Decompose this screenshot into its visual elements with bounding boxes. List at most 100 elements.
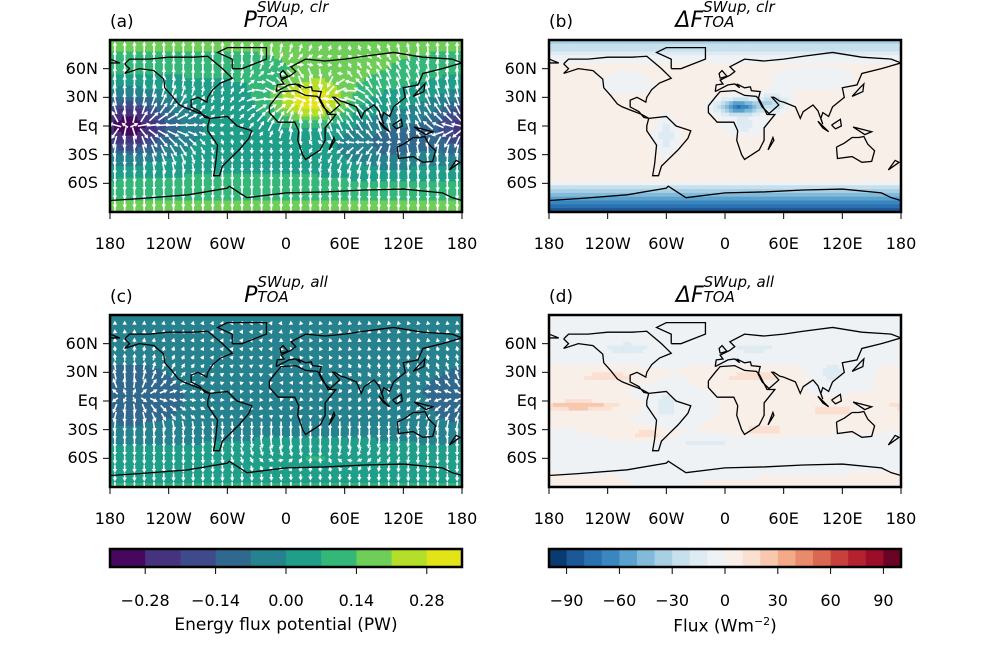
arrow <box>170 153 176 164</box>
arrow <box>347 80 355 85</box>
arrow <box>318 130 323 141</box>
arrow <box>348 170 352 180</box>
arrow <box>376 78 383 89</box>
arrow <box>387 145 391 154</box>
arrow <box>387 438 391 446</box>
arrow <box>179 144 186 155</box>
arrow <box>355 96 366 104</box>
arrow <box>123 380 127 389</box>
lon-tick-label: 120E <box>822 234 863 253</box>
title-superscript: SWup, all <box>257 273 328 291</box>
arrow <box>148 113 158 122</box>
colorbar-tick-label: −0.28 <box>120 591 170 610</box>
arrow <box>132 380 136 389</box>
arrow <box>406 152 410 164</box>
arrow <box>250 437 253 446</box>
arrow <box>347 146 354 153</box>
arrow <box>455 380 461 388</box>
arrow <box>377 63 383 70</box>
arrow <box>147 123 158 127</box>
arrow <box>269 436 273 447</box>
arrow <box>172 171 175 180</box>
colorbar-tick-label: 0.00 <box>268 591 304 610</box>
arrow <box>377 170 381 181</box>
arrow <box>328 162 333 171</box>
arrow <box>286 85 294 94</box>
arrow <box>249 447 253 454</box>
arrow <box>386 70 392 80</box>
arrow <box>416 170 420 181</box>
title-superscript: SWup, all <box>703 273 775 291</box>
arrow <box>357 170 362 181</box>
arrow <box>455 412 460 420</box>
lon-tick-label: 0 <box>719 509 731 528</box>
lon-tick-label: 60W <box>209 509 246 528</box>
arrow <box>357 71 363 79</box>
arrow <box>436 62 440 71</box>
arrow <box>131 127 137 138</box>
arrow <box>446 152 449 163</box>
arrow <box>288 446 293 454</box>
arrow <box>182 171 185 179</box>
arrow <box>113 428 117 438</box>
map-panel-d: (d) ΔF SWup, all TOA 180 120W 60W 0 60E 120E 180 6… <box>505 275 917 529</box>
arrow <box>188 105 196 113</box>
arrow <box>172 429 175 437</box>
label-text: Flux (Wm <box>673 616 754 637</box>
lon-tick-label: 180 <box>94 234 126 253</box>
coastlines <box>549 46 901 202</box>
arrow <box>376 87 383 97</box>
title-superscript: SWup, clr <box>703 0 775 16</box>
arrow <box>366 131 374 139</box>
lat-tick-label: 30N <box>65 87 98 107</box>
colorbar-bin <box>566 549 585 567</box>
arrow <box>397 96 401 106</box>
lon-tick-label: 180 <box>446 234 478 253</box>
arrow <box>436 144 440 155</box>
arrow <box>172 71 175 79</box>
arrow <box>446 62 449 71</box>
arrow <box>367 446 372 454</box>
lat-tick-label: Eq <box>516 391 537 410</box>
arrow <box>445 412 451 419</box>
arrow <box>113 403 118 411</box>
arrow <box>188 114 196 120</box>
arrow <box>397 121 401 132</box>
arrow <box>337 130 345 140</box>
arrow <box>150 380 156 388</box>
arrow <box>446 70 449 80</box>
panel-title: ΔF SWup, all TOA <box>549 273 901 309</box>
arrow <box>260 437 263 446</box>
arrow <box>356 79 364 87</box>
arrow <box>133 371 136 380</box>
arrow <box>357 146 364 154</box>
arrow <box>230 438 234 445</box>
arrow <box>346 104 355 113</box>
arrow <box>397 45 401 53</box>
arrow <box>426 420 430 428</box>
arrow <box>425 104 432 114</box>
arrow <box>112 127 120 137</box>
arrow <box>123 371 126 380</box>
arrow <box>443 123 454 128</box>
arrow <box>436 429 439 437</box>
arrow <box>255 97 266 101</box>
arrow <box>327 85 335 94</box>
flux-vector-arrows <box>110 41 462 212</box>
lat-tick-label: 30N <box>504 362 537 382</box>
lon-tick-label: 60W <box>648 234 685 253</box>
arrow <box>284 97 295 101</box>
arrow <box>367 437 371 446</box>
colorbar-bin <box>215 549 252 567</box>
arrow <box>357 161 362 172</box>
lon-tick-label: 0 <box>719 234 731 253</box>
colorbar-bin <box>356 549 393 567</box>
colorbar-flux: −90 −60 −30 0 30 60 90 Flux (Wm−2) <box>547 547 903 637</box>
arrow <box>151 87 156 98</box>
arrow <box>424 122 434 130</box>
arrow <box>191 163 195 170</box>
lat-tick-label: 60N <box>504 333 537 353</box>
colorbar-tick-label: −30 <box>655 591 690 610</box>
arrow <box>434 113 443 122</box>
colorbar-label: Flux (Wm−2) <box>673 615 777 637</box>
